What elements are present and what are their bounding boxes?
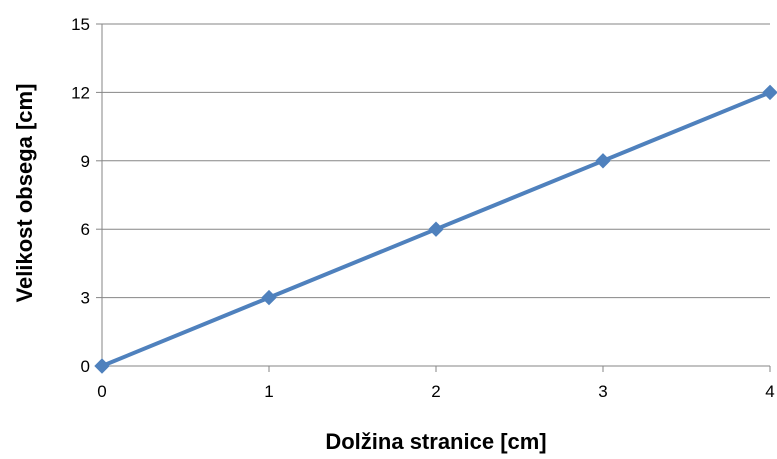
y-tick-label: 9: [81, 152, 90, 171]
y-tick-label: 6: [81, 220, 90, 239]
x-axis-title: Dolžina stranice [cm]: [325, 429, 546, 454]
y-tick-label: 0: [81, 357, 90, 376]
y-tick-label: 15: [71, 15, 90, 34]
axes: [96, 23, 771, 372]
y-tick-label: 3: [81, 289, 90, 308]
data-point: [261, 289, 277, 306]
x-tick-label: 0: [97, 382, 106, 401]
x-tick-label: 1: [264, 382, 273, 401]
series-layer: [94, 84, 777, 374]
data-point: [762, 84, 777, 101]
y-tick-label: 12: [71, 83, 90, 102]
x-tick-label: 3: [598, 382, 607, 401]
data-point: [595, 153, 611, 169]
data-point: [94, 358, 110, 374]
x-tick-label: 2: [431, 382, 440, 401]
gridlines: [102, 23, 770, 367]
y-axis-title: Velikost obsega [cm]: [12, 84, 37, 303]
data-point: [428, 221, 444, 237]
x-tick-label: 4: [765, 382, 774, 401]
